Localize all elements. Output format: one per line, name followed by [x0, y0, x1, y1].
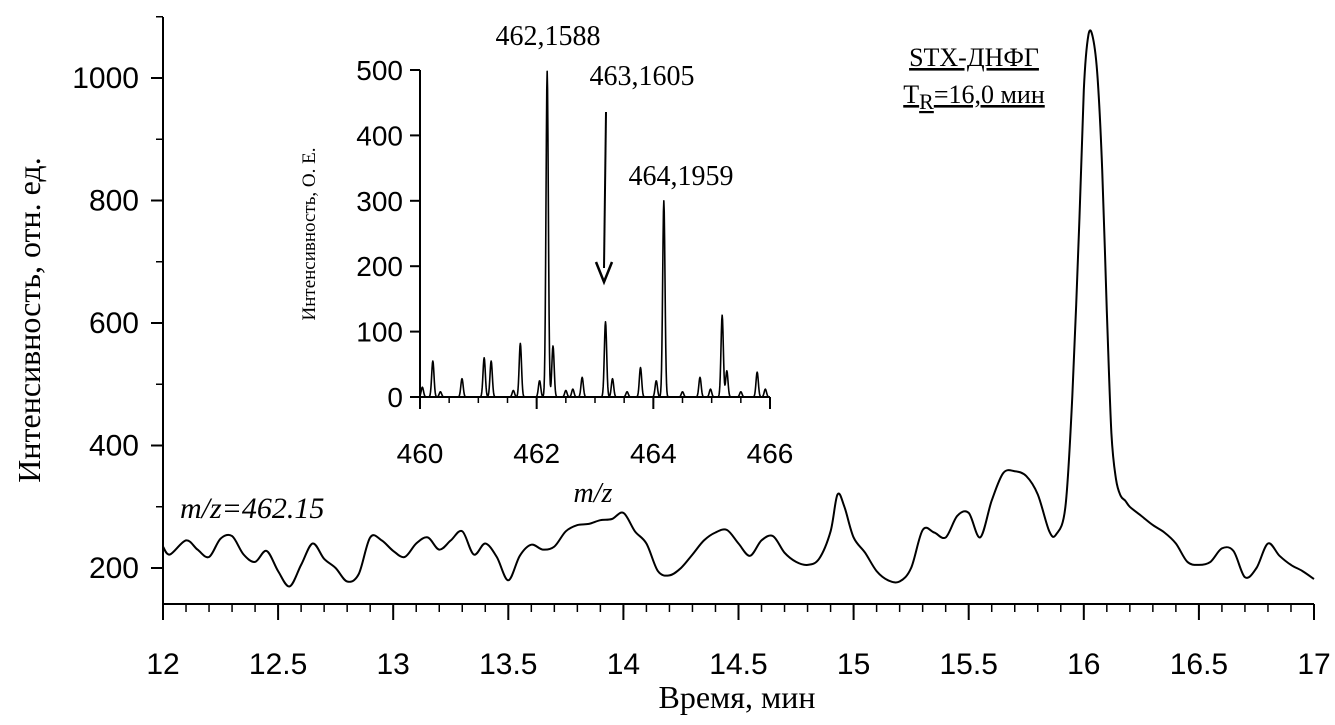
y-tick-label: 400 — [89, 430, 139, 463]
y-tick-label: 800 — [89, 185, 139, 218]
y-axis-label: Интенсивность, отн. ед. — [11, 157, 47, 482]
inset-y-tick-label: 200 — [356, 251, 403, 282]
y-tick-label: 600 — [89, 307, 139, 340]
inset-y-tick-label: 400 — [356, 120, 403, 151]
inset-y-axis-label: Интенсивность, О. Е. — [299, 148, 320, 321]
x-tick-label: 15 — [837, 648, 870, 681]
peak-name-label: STX-ДНФГ — [909, 43, 1039, 72]
x-tick-label: 12 — [146, 648, 179, 681]
x-tick-label: 14.5 — [709, 648, 767, 681]
x-tick-label: 16 — [1067, 648, 1100, 681]
x-tick-label: 13 — [377, 648, 410, 681]
inset-arrow-shaft — [603, 111, 607, 269]
retention-T: T — [903, 80, 919, 109]
inset-x-tick-label: 466 — [747, 438, 794, 469]
inset-peak-label: 463,1605 — [590, 61, 695, 92]
x-tick-label: 17 — [1297, 648, 1330, 681]
retention-sub: R — [919, 89, 934, 114]
inset-mass-spectrum: 460 462 464 466 0 100 200 300 400 500 462,1588 463,… — [356, 21, 793, 469]
mz-annotation: m/z=462.15 — [180, 492, 324, 525]
x-axis-label: Время, мин — [658, 679, 815, 715]
y-tick-label: 1000 — [72, 62, 139, 95]
peak-retention-label: TR=16,0 мин — [903, 80, 1045, 114]
inset-y-tick-label: 0 — [387, 382, 403, 413]
y-tick-label: 200 — [89, 552, 139, 585]
x-tick-label: 16.5 — [1170, 648, 1228, 681]
retention-rest: =16,0 мин — [934, 80, 1045, 109]
inset-peak-label: 464,1959 — [629, 161, 734, 192]
inset-x-tick-label: 460 — [397, 438, 444, 469]
chromatogram-trace — [162, 29, 1315, 588]
inset-x-tick-label: 464 — [630, 438, 677, 469]
inset-spectrum-trace — [419, 70, 771, 398]
inset-arrow-head — [594, 261, 614, 286]
inset-peak-label: 462,1588 — [496, 21, 601, 52]
x-tick-label: 12.5 — [249, 648, 307, 681]
inset-y-tick-label: 300 — [356, 186, 403, 217]
inset-y-tick-label: 500 — [356, 55, 403, 86]
x-tick-label: 14 — [607, 648, 640, 681]
x-tick-label: 13.5 — [479, 648, 537, 681]
chart-labels: Время, мин Интенсивность, отн. ед. m/z=4… — [11, 43, 1045, 715]
x-tick-label: 15.5 — [940, 648, 998, 681]
inset-x-tick-label: 462 — [513, 438, 560, 469]
inset-x-axis-label: m/z — [574, 478, 613, 509]
main-chromatogram: 12 12.5 13 13.5 14 14.5 15 15.5 16 16.5 17 200 400 60… — [72, 16, 1331, 681]
inset-y-tick-label: 100 — [356, 317, 403, 348]
